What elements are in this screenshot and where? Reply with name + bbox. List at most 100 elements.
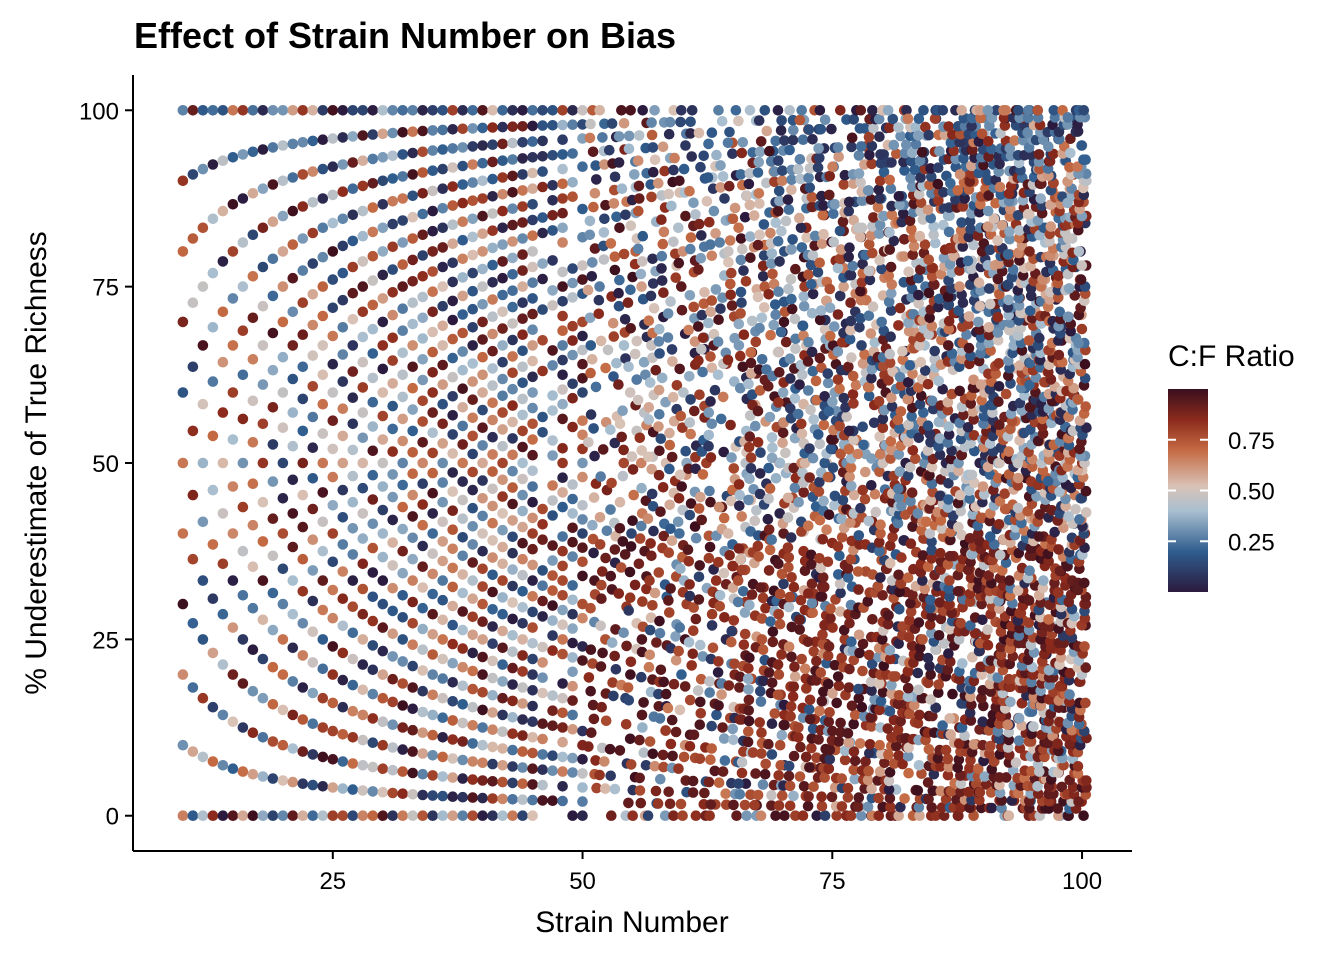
data-point xyxy=(447,295,459,307)
data-point xyxy=(237,193,249,204)
data-point xyxy=(247,229,259,241)
data-point xyxy=(517,265,528,276)
data-point xyxy=(590,755,601,766)
data-point xyxy=(347,575,359,586)
data-point xyxy=(437,634,449,645)
data-point xyxy=(557,105,568,116)
data-point xyxy=(884,766,896,778)
data-point xyxy=(1023,617,1035,628)
data-point xyxy=(357,382,369,393)
data-point xyxy=(467,231,479,243)
data-point xyxy=(557,472,568,484)
data-point xyxy=(948,250,959,262)
data-point xyxy=(955,802,966,813)
data-point xyxy=(775,760,786,771)
data-point xyxy=(635,797,647,809)
data-point xyxy=(567,292,578,303)
data-point xyxy=(621,640,632,652)
data-point xyxy=(684,694,696,706)
data-point xyxy=(357,760,369,771)
data-point xyxy=(877,422,889,434)
data-point xyxy=(407,233,419,244)
data-point xyxy=(874,766,886,777)
data-point xyxy=(925,602,936,614)
data-point xyxy=(367,786,379,797)
data-point xyxy=(377,434,389,445)
data-point xyxy=(846,480,857,492)
data-point xyxy=(805,549,817,561)
data-point xyxy=(1070,504,1081,515)
data-point xyxy=(713,700,724,711)
data-point xyxy=(467,213,479,225)
data-point xyxy=(926,271,938,282)
data-point xyxy=(497,424,508,435)
data-point xyxy=(1009,135,1020,146)
data-point xyxy=(942,396,954,408)
data-point xyxy=(407,682,419,693)
data-point xyxy=(783,601,795,613)
data-point xyxy=(618,627,629,639)
data-point xyxy=(267,550,279,562)
data-point xyxy=(958,409,969,421)
data-point xyxy=(177,175,189,187)
data-point xyxy=(1043,141,1054,152)
data-point xyxy=(616,105,627,116)
data-point xyxy=(776,568,788,580)
data-point xyxy=(1052,738,1063,749)
data-point xyxy=(347,105,359,116)
data-point xyxy=(1000,388,1012,400)
data-point xyxy=(977,481,989,492)
data-point xyxy=(626,451,638,462)
data-point xyxy=(885,653,896,665)
data-point xyxy=(866,721,877,732)
data-point xyxy=(609,264,621,276)
data-point xyxy=(537,427,548,438)
data-point xyxy=(965,596,976,607)
data-point xyxy=(943,583,954,594)
data-point xyxy=(734,500,745,512)
data-point xyxy=(810,375,822,387)
data-point xyxy=(595,620,606,632)
data-point xyxy=(437,810,449,821)
data-point xyxy=(277,175,289,187)
data-point xyxy=(1005,696,1016,708)
data-point xyxy=(848,746,860,757)
data-point xyxy=(487,414,498,426)
data-point xyxy=(686,105,698,116)
data-point xyxy=(963,786,974,798)
data-point xyxy=(953,810,964,821)
data-point xyxy=(567,623,578,634)
data-point xyxy=(953,521,964,533)
data-point xyxy=(477,581,488,592)
data-point xyxy=(457,197,469,209)
data-point xyxy=(636,634,648,645)
data-point xyxy=(257,379,269,390)
data-point xyxy=(1034,509,1045,520)
data-point xyxy=(347,549,359,560)
data-point xyxy=(517,650,528,661)
data-point xyxy=(882,618,894,630)
data-point xyxy=(785,273,797,285)
data-point xyxy=(601,525,613,537)
data-point xyxy=(357,482,369,494)
data-point xyxy=(766,534,777,545)
data-point xyxy=(577,754,588,765)
data-point xyxy=(547,195,558,206)
data-point xyxy=(477,334,488,345)
data-point xyxy=(907,589,918,600)
data-point xyxy=(487,793,498,804)
data-point xyxy=(757,644,769,655)
data-point xyxy=(407,489,419,501)
data-point xyxy=(437,163,449,175)
data-point xyxy=(437,242,449,253)
data-point xyxy=(833,680,845,692)
data-point xyxy=(367,323,379,335)
data-point xyxy=(527,794,538,806)
data-point xyxy=(932,753,944,764)
data-point xyxy=(980,779,992,790)
data-point xyxy=(843,682,855,693)
data-point xyxy=(237,810,249,821)
data-point xyxy=(537,565,548,576)
data-point xyxy=(517,441,528,453)
data-point xyxy=(946,607,957,619)
